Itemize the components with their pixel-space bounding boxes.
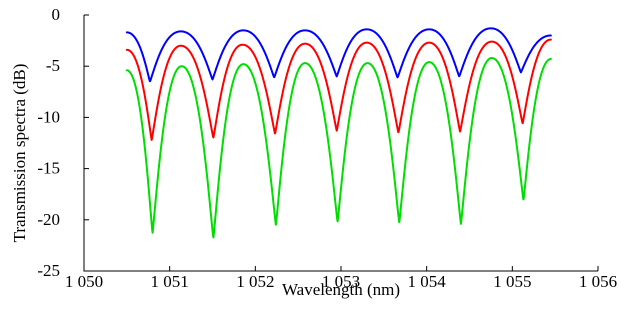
y-tick-label: -20: [37, 210, 60, 229]
x-tick-label: 1 052: [236, 272, 274, 291]
x-tick-label: 1 055: [493, 272, 531, 291]
y-tick-label: 0: [52, 5, 61, 24]
y-tick-label: -10: [37, 107, 60, 126]
x-tick-label: 1 054: [408, 272, 447, 291]
y-tick-label: -5: [46, 56, 60, 75]
series-line-3: [127, 58, 551, 237]
series-line-1: [127, 28, 551, 81]
y-axis-label: Transmission spectra (dB): [10, 64, 29, 243]
y-tick-label: -15: [37, 159, 60, 178]
y-tick-label: -25: [37, 261, 60, 280]
x-tick-label: 1 051: [151, 272, 189, 291]
x-tick-label: 1 050: [65, 272, 103, 291]
series-line-2: [127, 40, 551, 140]
x-tick-label: 1 056: [579, 272, 617, 291]
series-group: [127, 28, 551, 237]
x-axis-label: Wavelength (nm): [282, 280, 400, 299]
axes-group: 1 050 1 051 1 052 1 053 1 054 1 055 1 0560-5-1…: [37, 5, 617, 291]
